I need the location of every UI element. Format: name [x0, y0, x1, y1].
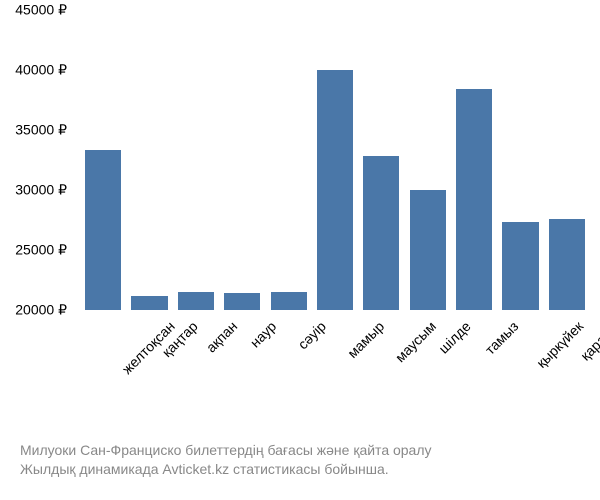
caption-line-1: Милуоки Сан-Франциско билеттердің бағасы… [20, 441, 432, 461]
bar [271, 292, 307, 310]
bar [549, 219, 585, 310]
bar [178, 292, 214, 310]
y-tick-label: 25000 ₽ [15, 242, 67, 259]
chart-caption: Милуоки Сан-Франциско билеттердің бағасы… [20, 441, 432, 480]
bar [224, 293, 260, 310]
x-tick-label: шілде [435, 318, 474, 357]
bar [363, 156, 399, 310]
bar [410, 190, 446, 310]
x-tick-label: наур [247, 318, 280, 351]
y-axis: 20000 ₽25000 ₽30000 ₽35000 ₽40000 ₽45000… [0, 10, 75, 310]
bar [456, 89, 492, 310]
x-tick-label: ақпан [203, 318, 240, 355]
x-tick-label: тамыз [482, 318, 522, 358]
x-tick-label: сәуір [294, 318, 328, 352]
y-tick-label: 45000 ₽ [15, 2, 67, 19]
bar [85, 150, 121, 310]
bar [317, 70, 353, 310]
x-axis-labels: желтоқсанқаңтарақпаннаурсәуірмамырмаусым… [80, 318, 590, 438]
bar [131, 296, 167, 310]
y-tick-label: 20000 ₽ [15, 302, 67, 319]
x-tick-label: қыркүйек [534, 318, 587, 371]
caption-line-2: Жылдық динамикада Avticket.kz статистика… [20, 460, 432, 480]
x-tick-label: маусым [392, 318, 439, 365]
bar [502, 222, 538, 310]
y-tick-label: 30000 ₽ [15, 182, 67, 199]
y-tick-label: 40000 ₽ [15, 62, 67, 79]
y-tick-label: 35000 ₽ [15, 122, 67, 139]
x-tick-label: мамыр [344, 318, 387, 361]
plot-area [80, 10, 590, 310]
